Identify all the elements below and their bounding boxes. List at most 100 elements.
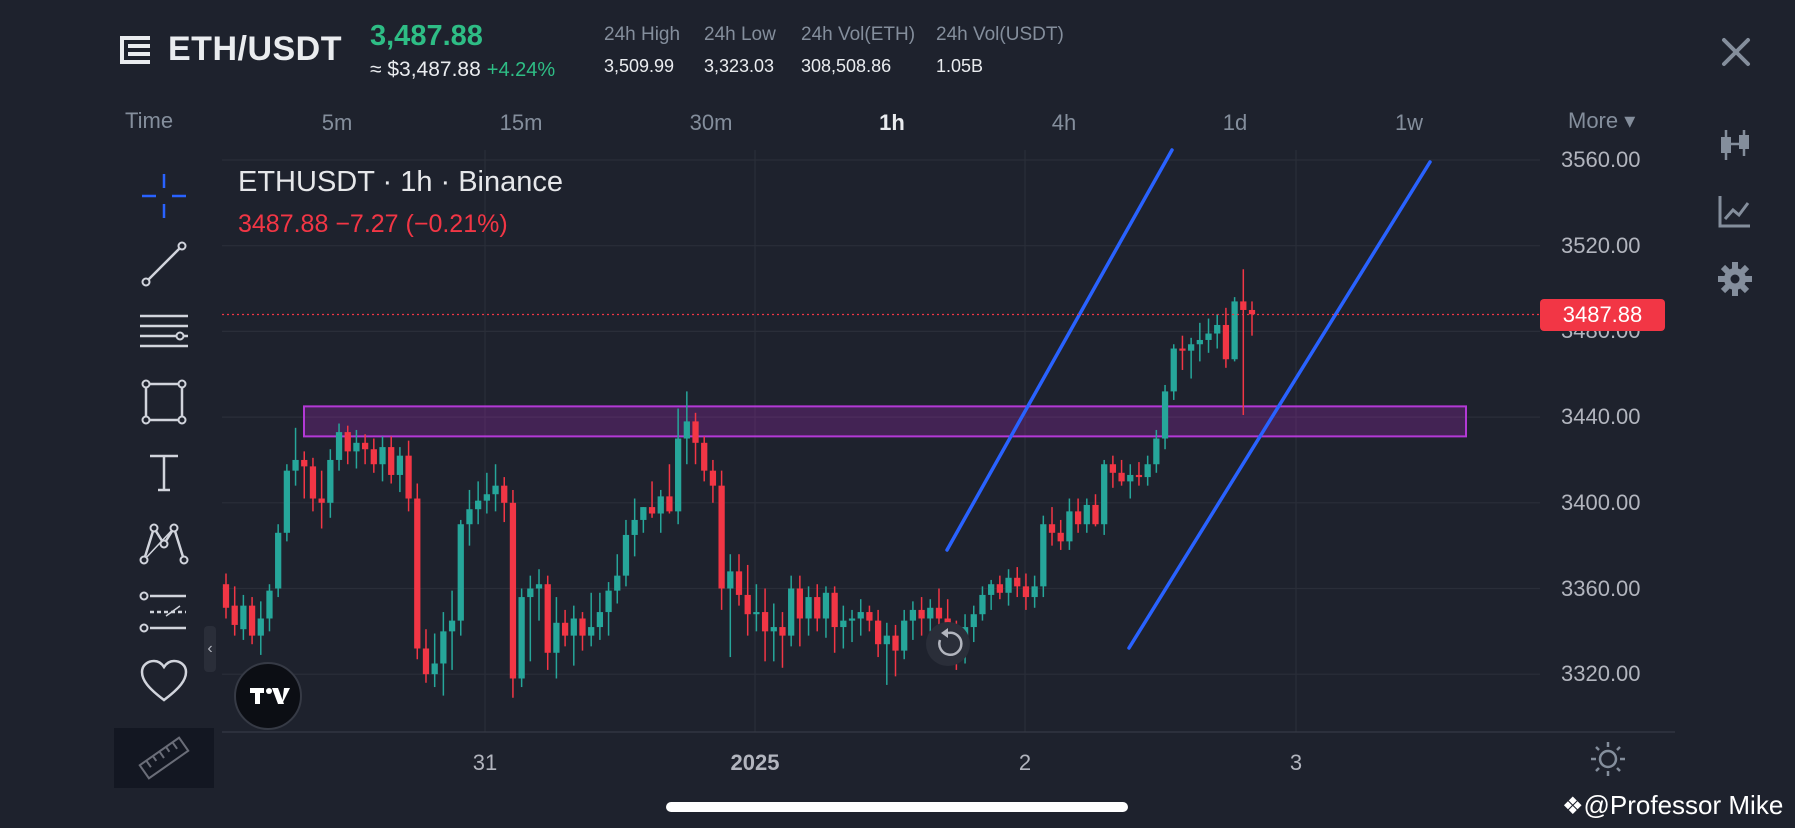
tradingview-logo[interactable] [234,662,302,730]
candle-body [475,500,482,510]
collapse-toolbar-button[interactable]: ‹ [204,626,216,672]
tab-15m[interactable]: 15m [499,110,543,135]
resistance-zone-box [303,405,1467,438]
trend-channel-upper [945,148,1174,552]
candle-body [796,588,803,619]
candle-body [588,627,595,636]
candle-body [927,607,934,619]
approx-price: ≈ $3,487.88 +4.24% [370,58,555,82]
candle-body [675,438,682,512]
indicator-icon[interactable] [1716,192,1754,230]
candle-body [840,620,847,628]
text-icon[interactable] [136,444,192,500]
candle-body [1196,339,1203,345]
candle-body [1179,348,1186,351]
candle-body [1161,391,1169,439]
candle-body [327,459,334,503]
candle-body [222,584,230,608]
legend-price: 3487.88 −7.27 (−0.21%) [238,210,508,238]
candle-body [622,534,630,576]
x-tick-label: 2025 [730,750,780,775]
candle-body [1057,532,1064,542]
trendline-icon[interactable] [136,236,192,292]
close-icon[interactable] [1718,34,1754,70]
candle-body [1031,586,1038,598]
ruler-icon[interactable] [114,728,214,788]
candle-body [1240,301,1247,310]
candle-body [388,447,395,475]
tab-30m[interactable]: 30m [689,110,733,135]
more-dropdown[interactable]: More ▾ [1568,108,1636,133]
gear-icon[interactable] [1716,260,1754,298]
candle-body [1188,344,1195,351]
candle-body [814,597,821,619]
candle-body [935,607,943,619]
candle-body [701,442,708,471]
rectangle-icon[interactable] [136,374,192,430]
candle-body [370,449,377,465]
candle-body [718,485,725,589]
fib-icon[interactable] [136,304,192,360]
x-tick-label: 2 [1018,750,1032,775]
trend-channel-lower [1127,160,1432,650]
y-tick-label: 3360.00 [1561,575,1641,601]
tab-1h[interactable]: 1h [879,110,905,135]
candle-body [396,455,404,475]
forecast-icon[interactable] [136,584,192,640]
candle-body [379,447,386,465]
candle-body [657,496,664,514]
candle-body [1153,438,1160,465]
candle-body [648,507,656,514]
candle-body [692,421,699,443]
stat-value-vol-eth: 308,508.86 [801,56,892,76]
candle-body [779,627,786,636]
candle-body [1040,524,1047,587]
candles-icon[interactable] [1716,126,1754,164]
ruler-tool[interactable] [114,728,214,788]
approx-price-value: ≈ $3,487.88 [370,58,481,81]
candle-body [1022,586,1030,598]
tab-4h[interactable]: 4h [1051,110,1077,135]
candle-body [292,459,299,471]
crosshair-icon[interactable] [136,168,192,224]
y-tick-label: 3320.00 [1561,661,1641,687]
candle-body [1205,333,1212,340]
resistance-zone [303,405,1467,438]
candle-body [988,584,995,595]
tab-1d[interactable]: 1d [1222,110,1248,135]
candle-body [1118,472,1125,482]
candle-body [1109,464,1117,473]
trend-channel [945,148,1432,650]
candles [222,269,1256,698]
home-indicator[interactable] [666,802,1128,812]
watermark-text: @Professor Mike [1583,790,1784,820]
candle-body [735,571,743,595]
reset-chart-button[interactable] [926,622,970,666]
pattern-icon[interactable] [136,514,192,570]
menu-icon[interactable] [120,34,154,66]
candle-body [266,590,273,619]
candle-body [1101,464,1108,525]
candle-body [883,635,890,645]
tab-1w[interactable]: 1w [1394,110,1424,135]
candle-body [727,571,734,589]
x-tick-label: 31 [472,750,498,775]
theme-toggle-icon[interactable] [1589,740,1627,778]
tab-5m[interactable]: 5m [321,110,353,135]
binance-logo-icon: ❖ [1562,793,1584,820]
candle-body [1074,511,1082,525]
candle-body [805,597,812,619]
candle-body [275,532,282,589]
candle-body [683,421,690,439]
symbol-title[interactable]: ETH/USDT [168,30,342,68]
time-label[interactable]: Time [125,108,174,133]
candle-body [440,631,447,664]
candle-body [1170,348,1177,392]
stat-label-vol-usdt: 24h Vol(USDT) [936,24,1064,45]
candle-body [788,588,795,636]
candle-body [605,590,612,613]
candle-body [614,575,621,591]
favorite-icon[interactable] [136,654,192,710]
candle-body [1127,474,1134,482]
